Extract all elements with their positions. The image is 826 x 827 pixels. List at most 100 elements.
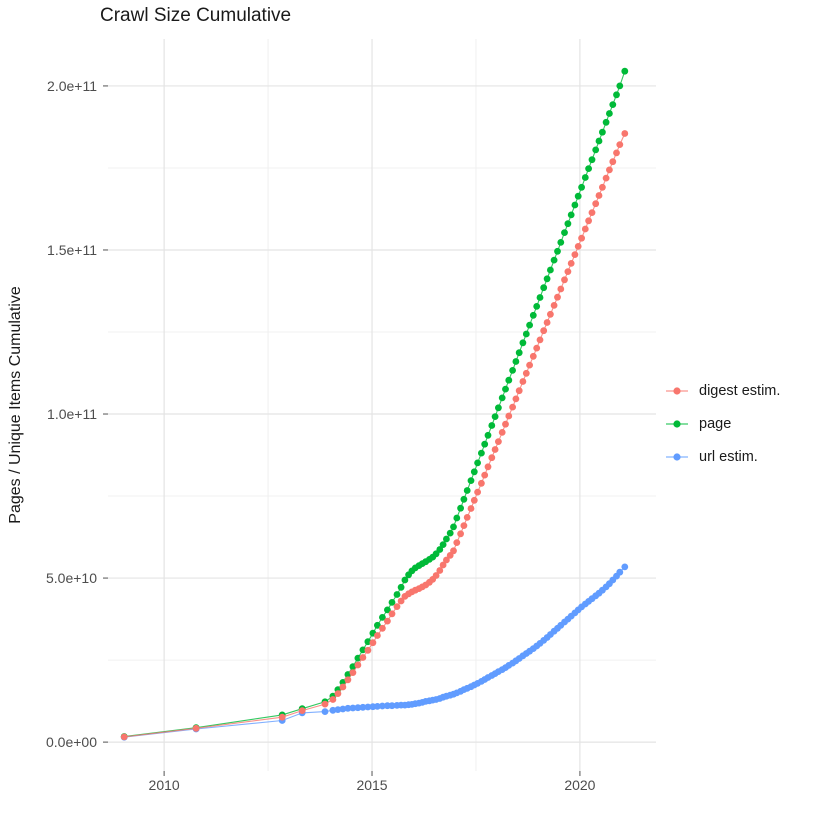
data-point bbox=[613, 149, 620, 157]
data-point bbox=[533, 344, 541, 352]
page-legend-key-icon bbox=[666, 419, 688, 428]
data-point bbox=[616, 141, 624, 149]
legend-key-point bbox=[673, 386, 681, 395]
data-point bbox=[467, 505, 475, 512]
data-point bbox=[478, 479, 485, 487]
data-point bbox=[550, 302, 558, 309]
data-point bbox=[388, 702, 396, 710]
legend: digest estim. page url estim. bbox=[664, 380, 780, 467]
data-point bbox=[359, 654, 367, 661]
y-axis-tick-labels: 0.0e+00 5.0e+10 1.0e+11 1.5e+11 2.0e+11 bbox=[46, 78, 97, 750]
y-axis-title: Pages / Unique Items Cumulative bbox=[7, 286, 24, 524]
data-point bbox=[321, 708, 329, 715]
data-point bbox=[329, 706, 337, 714]
data-point bbox=[529, 352, 537, 360]
data-point bbox=[581, 174, 589, 181]
data-point bbox=[349, 704, 357, 712]
legend-item-url-estim: url estim. bbox=[664, 446, 780, 467]
digest-estim-legend-key-icon bbox=[666, 386, 688, 395]
data-point bbox=[439, 541, 447, 548]
data-point bbox=[321, 700, 329, 708]
data-point bbox=[470, 468, 478, 476]
y-tick-label: 1.5e+11 bbox=[47, 242, 97, 258]
data-point bbox=[502, 420, 509, 428]
data-point bbox=[450, 523, 457, 531]
data-point bbox=[334, 706, 342, 713]
data-point bbox=[536, 294, 544, 301]
data-point bbox=[453, 514, 461, 522]
data-point bbox=[446, 529, 454, 537]
data-point bbox=[344, 676, 352, 684]
series-page bbox=[120, 67, 629, 740]
data-point bbox=[592, 200, 600, 208]
data-point bbox=[574, 192, 582, 200]
chart-title: Crawl Size Cumulative bbox=[100, 5, 292, 26]
data-point bbox=[592, 146, 600, 154]
series-line bbox=[124, 566, 626, 738]
x-axis-tick-labels: 2010 2015 2020 bbox=[149, 777, 596, 793]
data-point bbox=[397, 583, 405, 591]
data-point bbox=[554, 293, 561, 301]
legend-key-point bbox=[673, 452, 681, 461]
data-point bbox=[606, 110, 613, 117]
data-point bbox=[515, 387, 523, 395]
data-point bbox=[512, 358, 520, 365]
data-point bbox=[495, 438, 502, 445]
series-url-estim bbox=[120, 563, 629, 741]
data-point bbox=[488, 422, 496, 429]
data-point bbox=[599, 128, 606, 136]
data-point bbox=[334, 690, 342, 697]
url-estim-legend-key-icon bbox=[666, 452, 688, 461]
axis-ticks bbox=[103, 85, 581, 776]
data-point bbox=[540, 327, 548, 335]
data-point bbox=[474, 459, 481, 467]
data-point bbox=[578, 183, 585, 191]
data-point bbox=[436, 567, 444, 574]
legend-key-point bbox=[673, 419, 681, 428]
gridlines-minor bbox=[108, 39, 656, 771]
data-point bbox=[561, 276, 568, 284]
data-point bbox=[491, 413, 499, 420]
data-point bbox=[278, 713, 286, 721]
data-point bbox=[571, 201, 579, 209]
data-point bbox=[567, 211, 575, 219]
data-point bbox=[609, 158, 617, 166]
data-point bbox=[505, 412, 513, 420]
data-point bbox=[581, 225, 589, 233]
data-point bbox=[384, 606, 391, 614]
x-tick-label: 2010 bbox=[149, 777, 180, 793]
data-point bbox=[621, 563, 629, 571]
data-point bbox=[595, 192, 603, 199]
data-point bbox=[557, 239, 565, 246]
x-tick-label: 2020 bbox=[564, 777, 595, 793]
data-point bbox=[393, 603, 401, 610]
data-point bbox=[543, 319, 551, 326]
data-point bbox=[547, 310, 554, 318]
data-point bbox=[359, 646, 367, 654]
data-point bbox=[354, 661, 362, 669]
data-point bbox=[384, 617, 391, 625]
data-point bbox=[595, 137, 603, 145]
data-point bbox=[498, 429, 506, 436]
data-point bbox=[585, 217, 592, 225]
data-point bbox=[512, 395, 520, 403]
data-point bbox=[329, 696, 337, 703]
data-point bbox=[339, 683, 347, 691]
data-point bbox=[606, 166, 613, 174]
data-point bbox=[621, 130, 629, 137]
data-point bbox=[564, 268, 572, 275]
data-point bbox=[298, 707, 306, 714]
data-point bbox=[561, 229, 568, 237]
data-point bbox=[488, 454, 496, 462]
legend-label: url estim. bbox=[699, 448, 758, 465]
data-point bbox=[354, 654, 362, 662]
data-point bbox=[339, 705, 347, 713]
data-point bbox=[354, 704, 362, 712]
legend-label: digest estim. bbox=[699, 382, 781, 399]
data-point bbox=[491, 446, 499, 453]
data-point bbox=[621, 67, 629, 75]
data-point bbox=[564, 220, 572, 228]
data-point bbox=[585, 165, 592, 173]
data-point bbox=[120, 733, 128, 741]
data-point bbox=[388, 610, 396, 618]
